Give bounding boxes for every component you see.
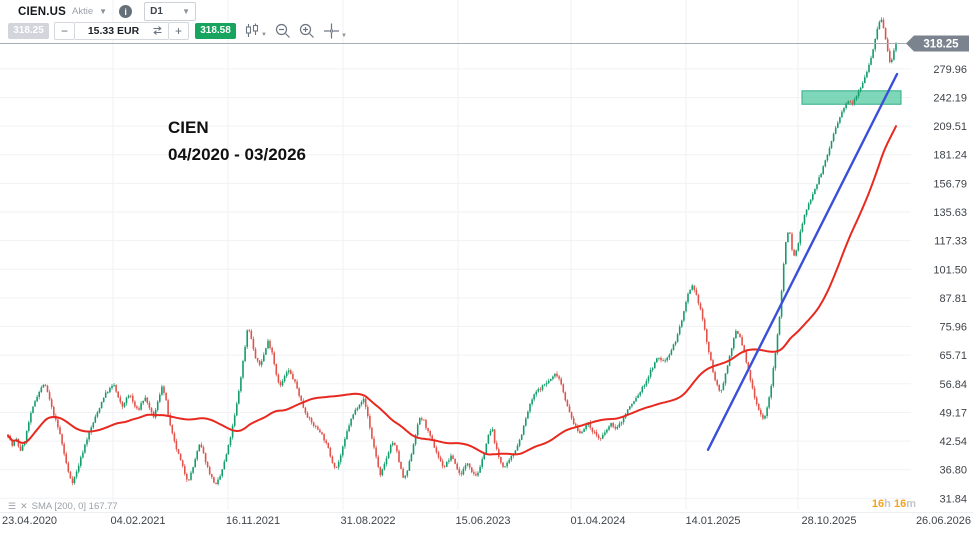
amount-value: 15.33 EUR	[87, 24, 140, 37]
crosshair-caret-icon: ▼	[340, 32, 347, 39]
y-axis-label: 49.17	[939, 407, 967, 419]
countdown-hours: 16	[871, 498, 885, 510]
zoom-out-button[interactable]	[275, 23, 291, 39]
amount-input[interactable]: 15.33 EUR	[75, 21, 168, 40]
zoom-in-icon	[299, 23, 314, 38]
chart-type-caret-icon: ▼	[261, 32, 267, 38]
y-axis-label: 87.81	[939, 293, 967, 305]
chart-type-button[interactable]: ▼	[244, 23, 267, 38]
timeframe-caret-icon: ▼	[182, 6, 191, 16]
candlestick-chart-icon	[245, 23, 259, 37]
annotation-range: 04/2020 - 03/2026	[168, 145, 306, 164]
y-axis-label: 117.33	[934, 236, 967, 248]
x-axis-label: 01.04.2024	[570, 515, 625, 527]
y-axis-label: 31.84	[939, 493, 967, 505]
y-axis-label: 65.71	[939, 350, 967, 362]
crosshair-icon	[323, 23, 339, 38]
symbol-dropdown-caret[interactable]: ▼	[99, 6, 108, 16]
indicator-row: ☰ ✕ SMA [200, 0] 167.77	[8, 501, 118, 512]
y-axis-label: 56.84	[939, 379, 967, 391]
sma-indicator-label: SMA [200, 0] 167.77	[31, 501, 118, 512]
sell-price-badge[interactable]: 318.25	[8, 22, 49, 39]
y-axis-label: 209.51	[933, 121, 967, 133]
zoom-in-button[interactable]	[299, 23, 315, 39]
candle-countdown: 16h 16m	[872, 498, 916, 510]
y-axis-label: 156.79	[933, 178, 967, 190]
x-axis-label: 14.01.2025	[685, 515, 740, 527]
countdown-hours-unit: h	[884, 498, 891, 510]
instrument-type-label: Aktie	[72, 6, 94, 17]
x-axis-label: 23.04.2020	[2, 515, 57, 527]
x-axis-label: 04.02.2021	[110, 515, 165, 527]
x-axis-label: 26.06.2026	[916, 515, 971, 527]
indicator-settings-icon[interactable]: ☰	[8, 501, 17, 511]
zoom-out-icon	[275, 23, 290, 38]
info-icon[interactable]: i	[119, 5, 133, 18]
x-axis-label: 31.08.2022	[340, 515, 395, 527]
candles-layer	[7, 17, 897, 486]
crosshair-button[interactable]: ▼	[323, 23, 347, 39]
x-axis-label: 16.11.2021	[226, 515, 280, 527]
supply-zone	[801, 90, 902, 105]
timeframe-value: D1	[150, 6, 163, 17]
y-axis-label: 42.54	[939, 436, 967, 448]
countdown-minutes-unit: m	[906, 498, 916, 510]
buy-price-badge[interactable]: 318.58	[195, 22, 236, 39]
y-axis-label: 242.19	[933, 92, 967, 104]
decrease-amount-button[interactable]: −	[54, 21, 75, 40]
y-axis-label: 181.24	[933, 150, 967, 162]
y-axis-label: 135.63	[933, 207, 967, 219]
trend-line	[706, 72, 899, 451]
y-axis-label: 279.96	[933, 64, 967, 76]
y-axis-label: 75.96	[939, 322, 967, 334]
current-price-tag-label: 318.25	[923, 39, 959, 51]
y-axis-label: 36.80	[939, 465, 967, 477]
timeframe-select[interactable]: D1 ▼	[144, 2, 197, 21]
current-price-tag	[906, 35, 969, 52]
amount-stepper: − 15.33 EUR +	[54, 21, 189, 40]
annotation-title: CIEN	[168, 118, 209, 137]
symbol-label: CIEN.US	[18, 5, 67, 18]
indicator-remove-icon[interactable]: ✕	[20, 501, 28, 511]
increase-amount-button[interactable]: +	[168, 21, 189, 40]
y-axis-label: 101.50	[933, 264, 967, 276]
x-axis-label: 15.06.2023	[455, 515, 510, 527]
x-axis-label: 28.10.2025	[801, 515, 856, 527]
sma-line	[7, 125, 897, 456]
countdown-minutes: 16	[893, 498, 907, 510]
swap-units-icon[interactable]	[152, 25, 163, 36]
